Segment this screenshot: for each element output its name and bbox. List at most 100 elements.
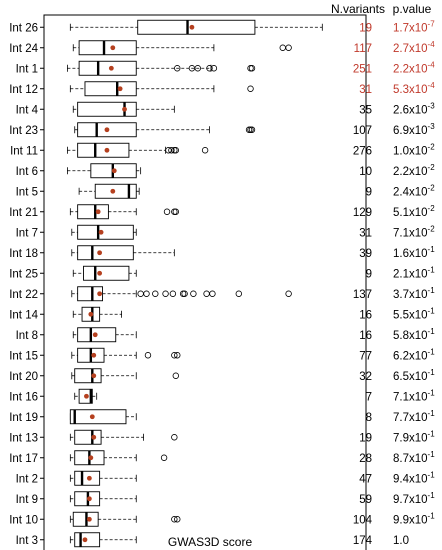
y-tick-label: Int 12 <box>9 84 38 96</box>
box-int-10 <box>69 511 181 527</box>
y-tick-label: Int 13 <box>9 432 38 444</box>
p-value: 2.7x10-4 <box>393 40 435 55</box>
n-variants-value: 7 <box>366 391 372 403</box>
mean-point <box>97 291 103 297</box>
iqr-box <box>77 142 130 158</box>
p-value: 2.4x10-2 <box>393 183 435 198</box>
n-variants-value: 28 <box>359 453 372 465</box>
mean-point <box>95 209 101 215</box>
mean-point <box>108 65 114 71</box>
p-value-exponent: -4 <box>428 81 436 90</box>
mean-point <box>189 24 195 30</box>
y-tick-label: Int 23 <box>9 125 38 137</box>
p-value-base: 5.8x10 <box>393 330 428 342</box>
n-variants-value: 31 <box>359 84 372 96</box>
outlier-point <box>174 516 181 523</box>
n-variants-value: 59 <box>359 494 372 506</box>
box-int-23 <box>74 122 256 138</box>
n-variants-value: 47 <box>359 473 372 485</box>
p-value-base: 2.2x10 <box>393 166 428 178</box>
outlier-point <box>169 290 177 297</box>
outlier-point <box>144 352 152 359</box>
n-variants-value: 137 <box>353 289 372 301</box>
outlier-point <box>172 208 180 215</box>
mean-point <box>89 414 95 420</box>
outlier-point <box>194 65 201 72</box>
p-value: 8.7x10-1 <box>393 450 435 465</box>
y-tick-label: Int 14 <box>9 309 38 321</box>
p-value-exponent: -1 <box>428 491 436 500</box>
box-int-3 <box>69 532 137 548</box>
p-value-base: 2.1x10 <box>393 268 428 280</box>
p-value: 6.9x10-3 <box>393 122 435 137</box>
box-int-15 <box>71 347 181 363</box>
outlier-point <box>160 454 168 461</box>
y-tick-label: Int 17 <box>9 453 38 465</box>
p-value: 2.1x10-1 <box>393 265 435 280</box>
p-value-exponent: -1 <box>428 306 436 315</box>
y-tick-label: Int 5 <box>16 186 38 198</box>
y-tick-label: Int 2 <box>16 473 38 485</box>
p-value-exponent: -1 <box>428 368 436 377</box>
n-variants-value: 174 <box>353 535 373 547</box>
mean-point <box>92 332 98 338</box>
p-value-base: 8.7x10 <box>393 453 428 465</box>
y-tick-label: Int 16 <box>9 391 38 403</box>
box-int-11 <box>66 142 209 158</box>
n-variants-value: 117 <box>354 43 372 55</box>
y-tick-label: Int 4 <box>16 104 39 116</box>
p-value-exponent: -2 <box>428 142 436 151</box>
outlier-point <box>190 290 197 297</box>
mean-point <box>88 311 94 317</box>
n-variants-value: 35 <box>359 104 372 116</box>
p-value-base: 9.4x10 <box>393 473 428 485</box>
p-value-exponent: -1 <box>428 470 436 479</box>
iqr-box <box>78 60 137 76</box>
iqr-box <box>69 409 127 425</box>
outlier-point <box>171 516 178 523</box>
p-value-exponent: -1 <box>428 327 436 336</box>
p-value: 9.9x10-1 <box>393 511 435 526</box>
y-tick-label: Int 21 <box>9 207 38 219</box>
iqr-box <box>74 429 102 445</box>
outlier-point <box>174 65 181 72</box>
p-value-base: 6.2x10 <box>393 350 428 362</box>
box-int-21 <box>69 204 180 220</box>
iqr-box <box>77 101 137 117</box>
p-value-base: 6.5x10 <box>393 371 428 383</box>
mean-point <box>86 475 92 481</box>
y-tick-label: Int 3 <box>16 535 38 547</box>
p-value-exponent: -2 <box>428 183 436 192</box>
mean-point <box>86 516 92 522</box>
column-headers: N.variants p.value <box>331 2 432 16</box>
n-variants-value: 31 <box>359 227 372 239</box>
p-value: 1.0 <box>393 535 409 547</box>
p-value-exponent: -1 <box>428 245 436 254</box>
p-value: 7.1x10-2 <box>393 224 435 239</box>
p-value-exponent: -1 <box>428 347 436 356</box>
p-value-base: 1.6x10 <box>393 248 428 260</box>
p-value-base: 2.4x10 <box>393 186 428 198</box>
n-variants-value: 251 <box>353 63 372 75</box>
box-int-5 <box>78 183 140 199</box>
p-value-exponent: -1 <box>428 409 436 418</box>
p-value-exponent: -3 <box>428 101 436 110</box>
plot-frame <box>43 14 367 550</box>
mean-point <box>88 455 94 461</box>
n-variants-value: 16 <box>359 330 372 342</box>
p-value: 1.0x10-2 <box>393 142 435 157</box>
p-value: 2.6x10-3 <box>393 101 435 116</box>
mean-point <box>122 106 127 112</box>
p-value-exponent: -1 <box>428 511 436 520</box>
outlier-point <box>172 372 180 379</box>
outlier-point <box>248 65 256 72</box>
n-variants-value: 107 <box>353 125 372 137</box>
box-int-16 <box>74 388 98 404</box>
outlier-point <box>143 290 150 297</box>
mean-point <box>86 496 92 502</box>
mean-point <box>104 147 110 153</box>
box-int-2 <box>69 470 137 486</box>
box-series <box>43 14 367 550</box>
mean-point <box>97 250 103 256</box>
